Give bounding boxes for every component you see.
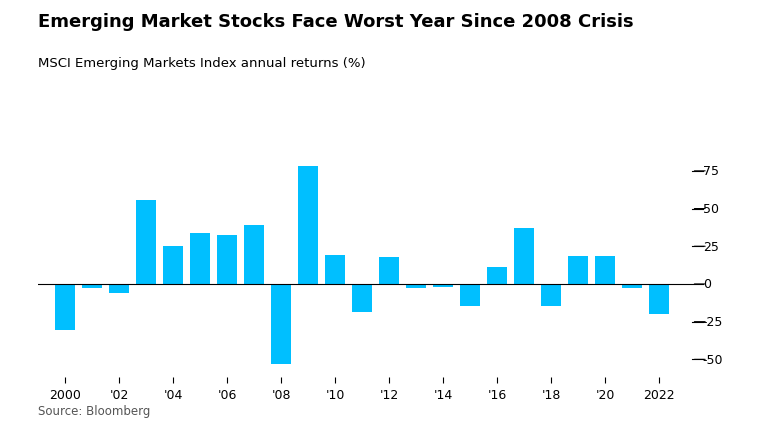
Bar	[109, 284, 129, 293]
Bar	[406, 284, 426, 288]
Text: 75: 75	[703, 165, 719, 178]
Bar	[136, 201, 156, 284]
Bar	[433, 284, 453, 288]
Bar	[217, 236, 237, 284]
Bar	[55, 284, 75, 330]
Text: -25: -25	[703, 316, 723, 329]
Bar	[649, 284, 670, 315]
Bar	[298, 166, 318, 284]
Bar	[190, 233, 211, 284]
Bar	[487, 267, 507, 284]
Bar	[163, 246, 183, 284]
Text: Emerging Market Stocks Face Worst Year Since 2008 Crisis: Emerging Market Stocks Face Worst Year S…	[38, 13, 634, 31]
Text: 25: 25	[703, 240, 719, 253]
Text: -50: -50	[703, 353, 724, 366]
Bar	[271, 284, 291, 365]
Bar	[541, 284, 562, 306]
Bar	[244, 225, 264, 284]
Text: 50: 50	[703, 203, 719, 216]
Bar	[595, 257, 616, 284]
Bar	[352, 284, 372, 312]
Text: Source: Bloomberg: Source: Bloomberg	[38, 404, 150, 417]
Bar	[379, 257, 399, 284]
Bar	[514, 228, 534, 284]
Bar	[568, 256, 588, 284]
Bar	[325, 256, 345, 284]
Bar	[460, 284, 480, 307]
Bar	[82, 284, 102, 288]
Bar	[622, 284, 642, 288]
Text: MSCI Emerging Markets Index annual returns (%): MSCI Emerging Markets Index annual retur…	[38, 56, 366, 69]
Text: 0: 0	[703, 278, 711, 291]
